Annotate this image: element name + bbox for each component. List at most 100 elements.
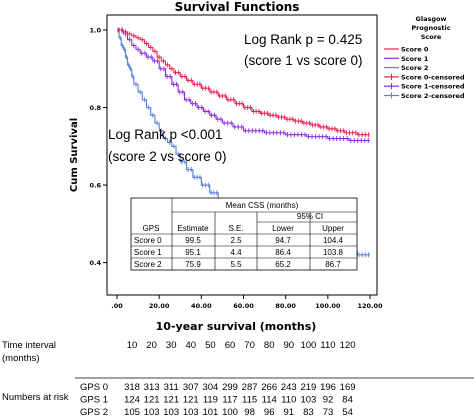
censor-marks-score-0	[118, 27, 369, 138]
risk-table-value: 196	[320, 382, 336, 393]
risk-table-value: 287	[242, 382, 258, 393]
x-axis-label: 10-year survival (months)	[156, 320, 317, 333]
legend-title-line3: Score	[421, 33, 442, 41]
risk-table-value: 83	[303, 407, 314, 418]
risk-table-time: 50	[205, 340, 216, 351]
chart-title: Survival Functions	[175, 0, 300, 14]
risk-table-value: 103	[300, 395, 316, 406]
risk-table-value: 84	[342, 395, 353, 406]
risk-table-value: 115	[242, 395, 257, 406]
css-table-cell: 95.1	[185, 248, 201, 257]
risk-table-value: 96	[264, 407, 275, 418]
css-table-cell: 65.2	[275, 260, 291, 269]
css-table-cell: Score 2	[134, 260, 162, 269]
risk-table-group-label: GPS 2	[80, 407, 108, 418]
x-tick-label: 40.00	[191, 302, 212, 310]
css-table-cell: 86.7	[325, 260, 341, 269]
logrank-score1-comparison: (score 1 vs score 0)	[244, 53, 363, 68]
risk-table-time: 20	[146, 340, 157, 351]
legend-label: Score 2-censored	[401, 92, 465, 100]
css-table-header-top: Mean CSS (months)	[226, 201, 299, 210]
legend-title-line2: Prognostic	[411, 24, 450, 32]
risk-table-value: 121	[183, 395, 199, 406]
css-table-cell: 4.4	[230, 248, 242, 257]
risk-table-value: 243	[281, 382, 297, 393]
x-tick-label: 100.00	[315, 302, 341, 310]
risk-table-time: 90	[284, 340, 295, 351]
x-tick-label: .00	[111, 302, 123, 310]
risk-table-value: 119	[203, 395, 218, 406]
css-table-col-header: Upper	[322, 224, 344, 233]
censor-marks-score-1	[118, 27, 369, 143]
risk-table-time: 110	[320, 340, 335, 351]
css-table-body: GPS Estimate S.E. Lower Upper Score 0 99.5 2.5 9…	[131, 198, 357, 270]
risk-table-time: 10	[127, 340, 138, 351]
risk-table-value: 103	[163, 407, 179, 418]
axes: .00 20.00 40.00 60.00 80.00 100.00 120.00 0.4 0.…	[89, 27, 383, 311]
risk-table-value: 98	[244, 407, 255, 418]
x-tick-label: 80.00	[275, 302, 296, 310]
logrank-score2-label: Log Rank p <0.001	[108, 127, 222, 142]
risk-table-value: 54	[342, 407, 353, 418]
risk-table-value: 266	[261, 382, 277, 393]
risk-table-time: 100	[300, 340, 316, 351]
time-interval-unit: (months)	[2, 353, 39, 364]
numbers-at-risk-label: Numbers at risk	[2, 392, 69, 403]
css-table-cell: 103.8	[323, 248, 344, 257]
series-layer	[117, 27, 370, 258]
css-table-cell: 5.5	[230, 260, 242, 269]
x-tick-label: 60.00	[233, 302, 254, 310]
risk-table-value: 169	[340, 382, 356, 393]
risk-table-value: 304	[202, 382, 218, 393]
risk-table-time: 40	[186, 340, 197, 351]
risk-table-value: 121	[144, 395, 160, 406]
risk-table-value: 103	[183, 407, 199, 418]
risk-table-value: 121	[163, 395, 179, 406]
x-tick-label: 20.00	[149, 302, 170, 310]
css-table-col-header: S.E.	[228, 224, 243, 233]
y-axis-label: Cum Survival	[69, 118, 80, 192]
x-tick-label: 120.00	[357, 302, 383, 310]
css-table-cell: 2.5	[230, 236, 242, 245]
risk-table-time: 80	[264, 340, 275, 351]
legend-title-line1: Glasgow	[416, 15, 447, 23]
risk-table-value: 313	[144, 382, 160, 393]
risk-table-value: 307	[183, 382, 199, 393]
risk-table-value: 105	[124, 407, 140, 418]
risk-table-value: 299	[222, 382, 238, 393]
risk-table-value: 311	[164, 382, 179, 393]
css-table-cell: 86.4	[275, 248, 291, 257]
css-table-col-header: Lower	[272, 224, 294, 233]
legend-label: Score 0-censored	[401, 73, 465, 81]
logrank-score2-comparison: (score 2 vs score 0)	[108, 149, 227, 164]
legend-label: Score 1-censored	[401, 83, 465, 91]
y-tick-label: 0.4	[89, 259, 101, 267]
css-table-cell: 75.9	[185, 260, 201, 269]
risk-table: Time interval (months) Numbers at risk 1…	[2, 340, 474, 418]
css-table-cell: 104.4	[323, 236, 344, 245]
y-tick-label: 1.0	[89, 27, 101, 35]
logrank-score1-label: Log Rank p = 0.425	[244, 32, 362, 47]
risk-table-group-label: GPS 0	[80, 382, 108, 393]
risk-table-time: 60	[225, 340, 236, 351]
time-interval-label: Time interval	[2, 340, 56, 351]
risk-table-value: 91	[284, 407, 295, 418]
css-table-cell: Score 0	[134, 236, 162, 245]
css-table-cell: 99.5	[185, 236, 201, 245]
risk-table-value: 318	[124, 382, 140, 393]
risk-table-value: 100	[222, 407, 238, 418]
css-table: Mean CSS (months) 95% CI GPS Estimate S.E.…	[130, 197, 358, 271]
series-line-score-0	[117, 29, 370, 136]
risk-table-value: 73	[323, 407, 334, 418]
css-table-col-header: Estimate	[177, 224, 209, 233]
risk-table-time: 70	[244, 340, 255, 351]
risk-table-time: 120	[340, 340, 356, 351]
risk-table-group-label: GPS 1	[80, 395, 108, 406]
risk-table-time: 30	[166, 340, 177, 351]
css-table-cell: Score 1	[134, 248, 162, 257]
y-tick-label: 0.8	[89, 104, 101, 112]
risk-table-value: 110	[281, 395, 296, 406]
risk-table-value: 101	[202, 407, 218, 418]
